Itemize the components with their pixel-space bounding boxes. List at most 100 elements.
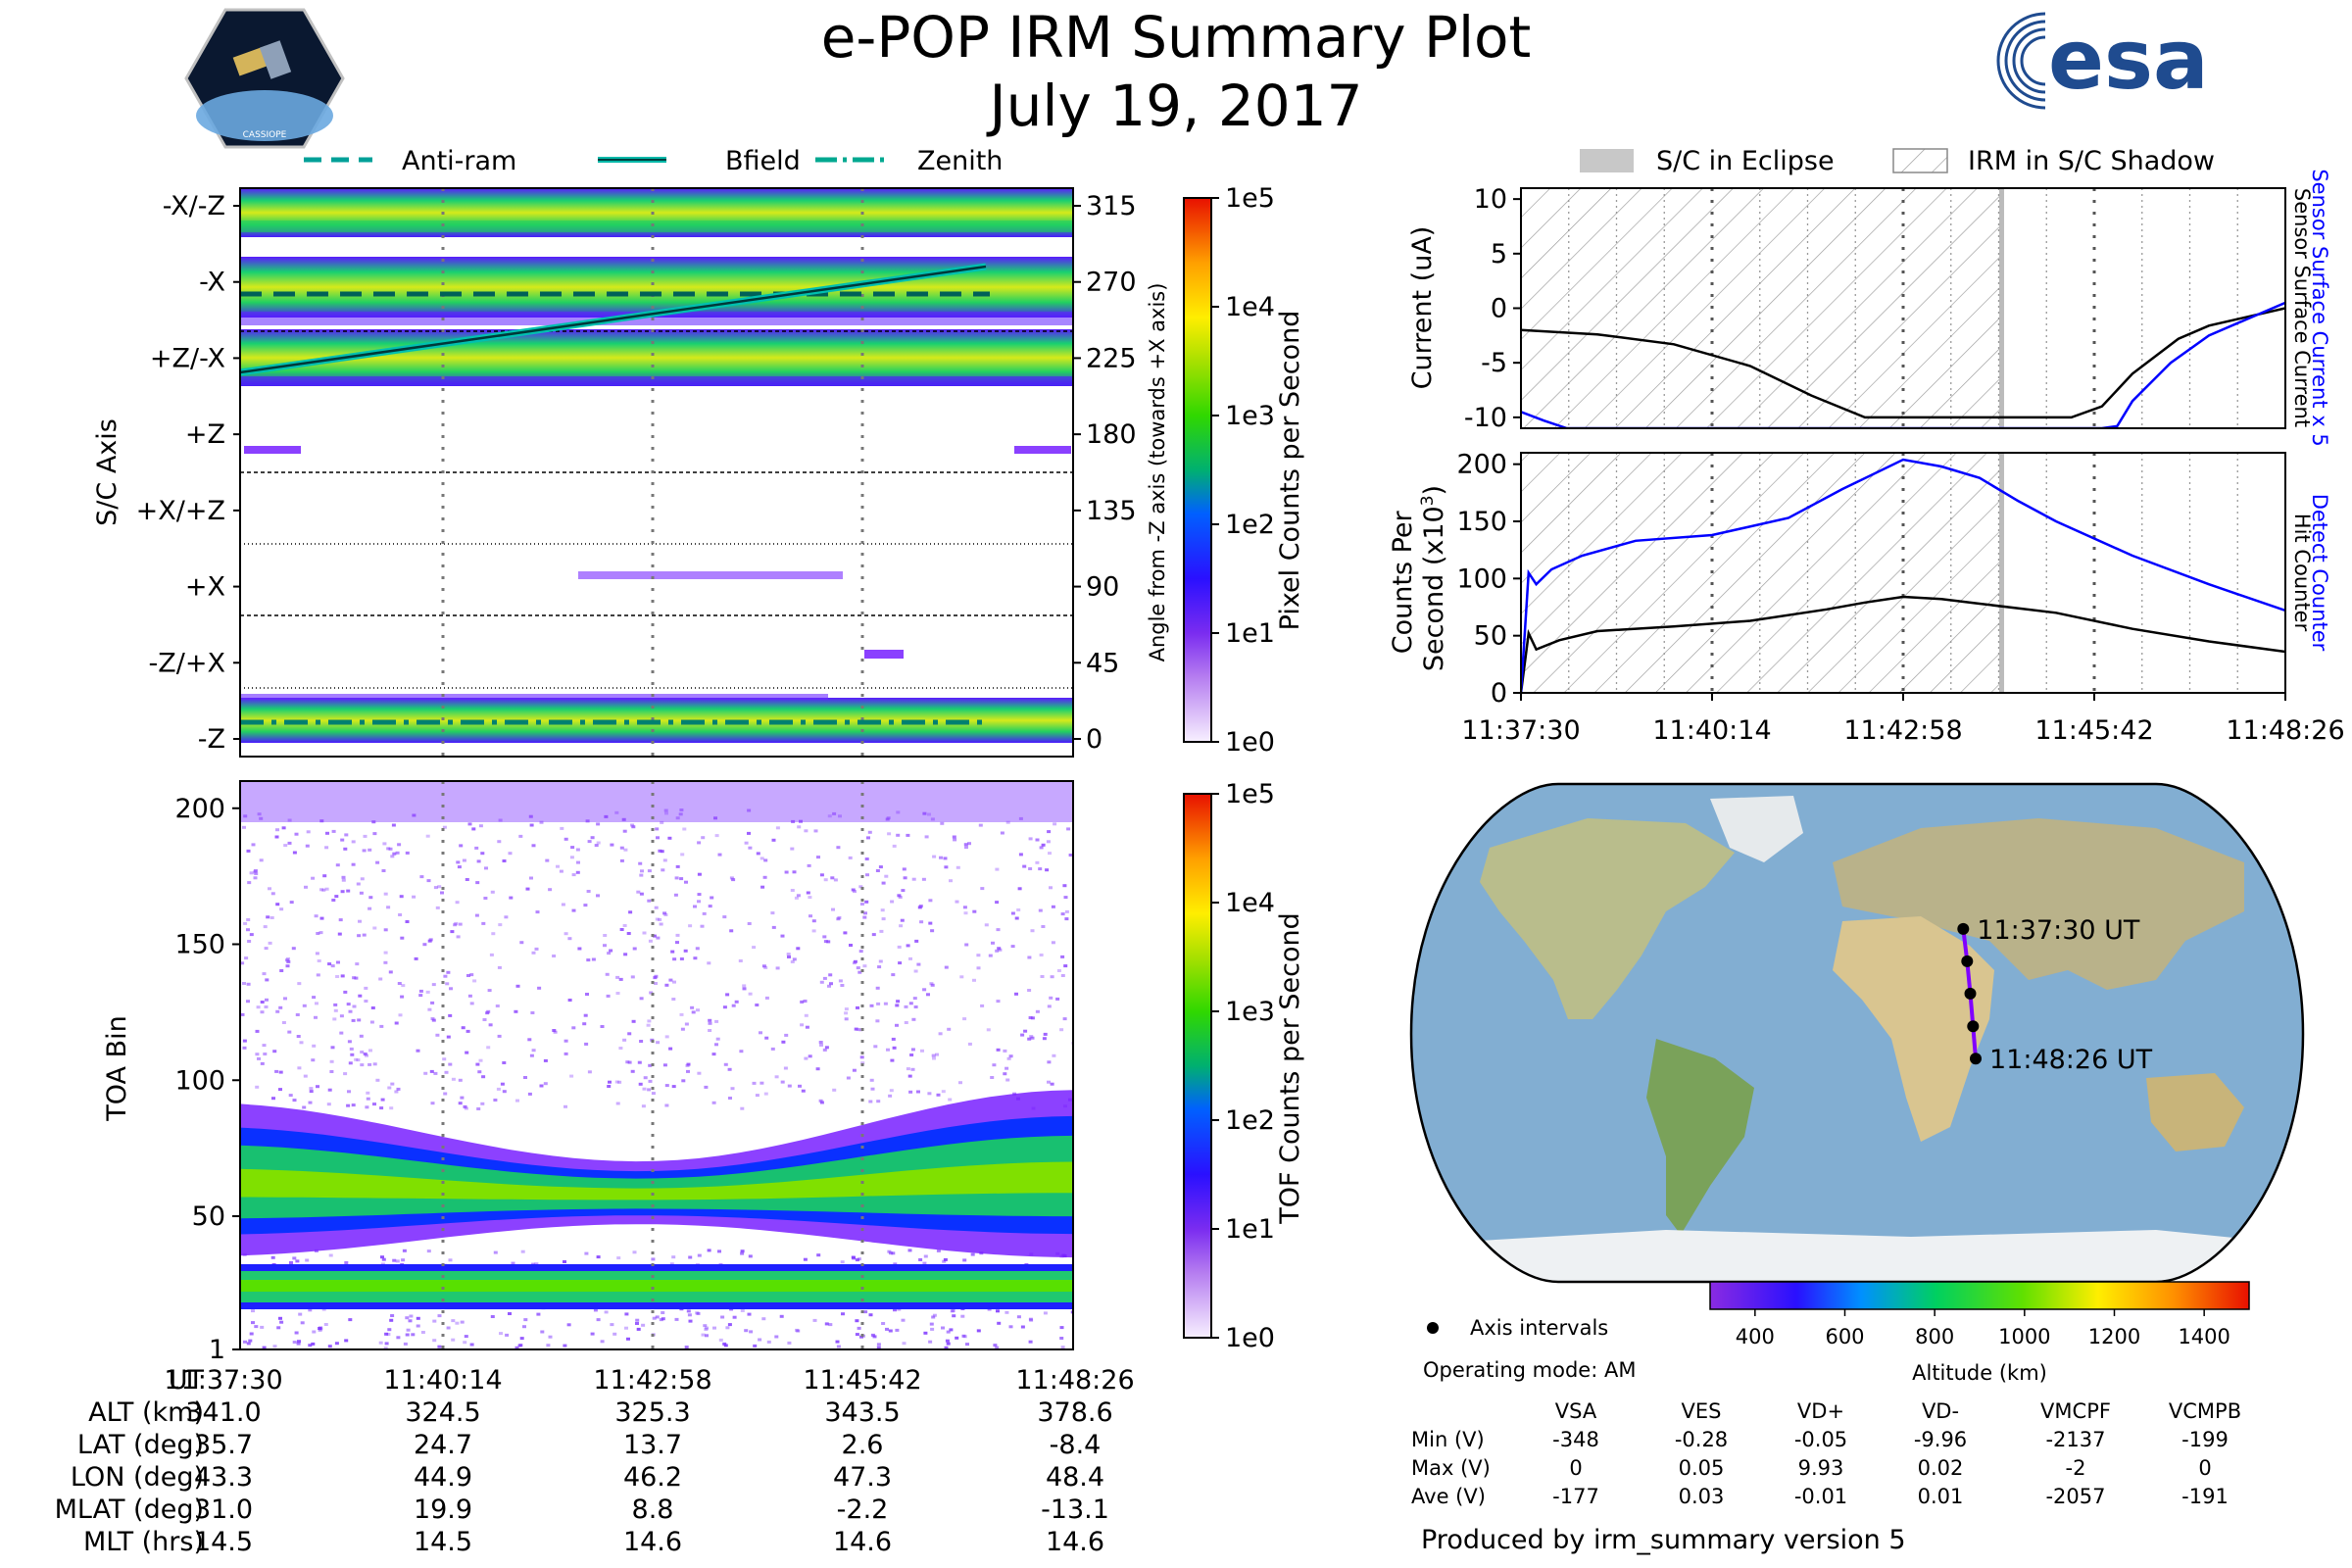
toa-noise-dot [871,933,876,937]
counts-x-ticks: 11:37:30 11:40:14 11:42:58 11:45:42 11:48:26 [1461,693,2345,746]
toa-y-tick-label: 200 [174,794,225,824]
toa-noise-dot [430,1017,435,1020]
toa-noise-dot [1010,911,1015,915]
toa-noise-dot [279,969,284,972]
toa-noise-dot [996,1048,1001,1052]
toa-noise-dot [998,948,1003,952]
toa-noise-dot [469,1002,474,1005]
toa-noise-dot [315,952,319,956]
toa-noise-dot [1064,917,1069,921]
toa-noise-dot [610,1323,614,1327]
toa-noise-dot [722,915,727,919]
toa-noise-dot [519,941,524,945]
toa-noise-dot [951,1308,956,1312]
toa-noise-dot [844,1017,849,1021]
toa-noise-dot [675,933,680,937]
toa-noise-dot [1023,1029,1028,1033]
toa-noise-dot [276,1326,281,1330]
ephemeris-cell: -8.4 [1049,1430,1102,1460]
toa-noise-dot [652,1316,657,1320]
eclipse-legend: S/C in Eclipse IRM in S/C Shadow [1580,146,2215,176]
toa-noise-dot [483,897,488,900]
toa-noise-dot [397,843,402,847]
toa-noise-dot [675,941,679,945]
toa-noise-dot [729,876,734,880]
toa-noise-dot [927,1092,932,1096]
ephemeris-cell: 47.3 [832,1462,893,1493]
toa-noise-dot [368,1049,372,1053]
toa-noise-dot [502,1090,507,1094]
toa-noise-dot [740,1250,745,1253]
toa-noise-dot [896,810,901,814]
toa-noise-dot [830,876,835,880]
toa-noise-dot [318,931,323,935]
toa-noise-dot [1027,989,1032,992]
toa-noise-dot [455,1321,460,1325]
toa-noise-dot [895,1023,899,1027]
toa-noise-dot [375,860,380,864]
toa-noise-dot [523,1318,528,1322]
toa-noise-dot [465,878,469,881]
toa-noise-dot [647,899,652,903]
toa-noise-dot [575,848,580,852]
toa-noise-dot [358,994,363,998]
toa-noise-dot [552,1029,557,1032]
toa-noise-dot [463,1104,467,1108]
toa-noise-dot [309,1087,314,1091]
toa-noise-dot [449,987,453,991]
toa-noise-dot [890,1058,895,1062]
toa-noise-dot [242,1039,247,1043]
esa-logo-text: esa [2048,12,2209,108]
toa-noise-dot [422,943,427,947]
toa-noise-dot [1035,860,1040,864]
toa-noise-dot [1060,1346,1065,1349]
toa-noise-dot [881,917,886,921]
toa-noise-dot [575,870,580,874]
toa-noise-dot [886,816,891,820]
toa-noise-dot [330,1046,335,1050]
toa-noise-dot [553,1030,558,1034]
toa-noise-dot [387,1086,392,1090]
toa-noise-dot [630,975,635,979]
toa-noise-dot [366,1097,370,1101]
toa-noise-dot [330,964,335,968]
toa-noise-dot [275,828,279,832]
toa-noise-dot [667,836,672,840]
toa-noise-dot [869,1078,874,1082]
toa-noise-dot [356,882,361,886]
toa-noise-dot [1005,1078,1010,1082]
toa-noise-dot [673,893,678,897]
toa-noise-dot [763,858,768,862]
toa-noise-dot [996,1309,1000,1313]
toa-noise-dot [695,947,700,951]
toa-noise-dot [372,1102,376,1106]
toa-noise-dot [636,890,641,894]
toa-noise-dot [866,836,870,840]
toa-noise-dot [696,1311,701,1315]
toa-noise-dot [675,816,680,820]
toa-noise-dot [639,1040,644,1043]
toa-noise-dot [697,872,702,876]
voltage-row: Ave (V) -177 0.03 -0.01 0.01 -2057 -191 [1411,1485,2332,1513]
voltage-value: -9.96 [1913,1428,1968,1451]
axis-intervals-legend: Axis intervals [1427,1316,1608,1340]
toa-noise-dot [806,891,810,895]
toa-noise-dot [824,1046,829,1050]
toa-noise-dot [1030,1036,1035,1040]
toa-noise-dot [302,1004,307,1007]
altitude-tick-label: 400 [1736,1325,1775,1348]
toa-noise-dot [876,1343,881,1347]
toa-noise-dot [363,834,368,838]
colorbar-tick-label: 1e2 [1225,1105,1275,1136]
toa-noise-dot [714,1019,719,1023]
toa-noise-dot [906,1067,910,1071]
toa-noise-dot [1028,1340,1033,1344]
track-end-label: 11:48:26 UT [1989,1045,2153,1075]
y-tick-label: 200 [1456,450,1507,480]
ground-track-point [1957,922,1970,935]
toa-noise-dot [398,913,403,916]
toa-noise-dot [648,939,653,943]
toa-noise-dot [904,1021,908,1024]
toa-noise-dot [281,826,286,830]
toa-noise-dot [343,1072,348,1076]
